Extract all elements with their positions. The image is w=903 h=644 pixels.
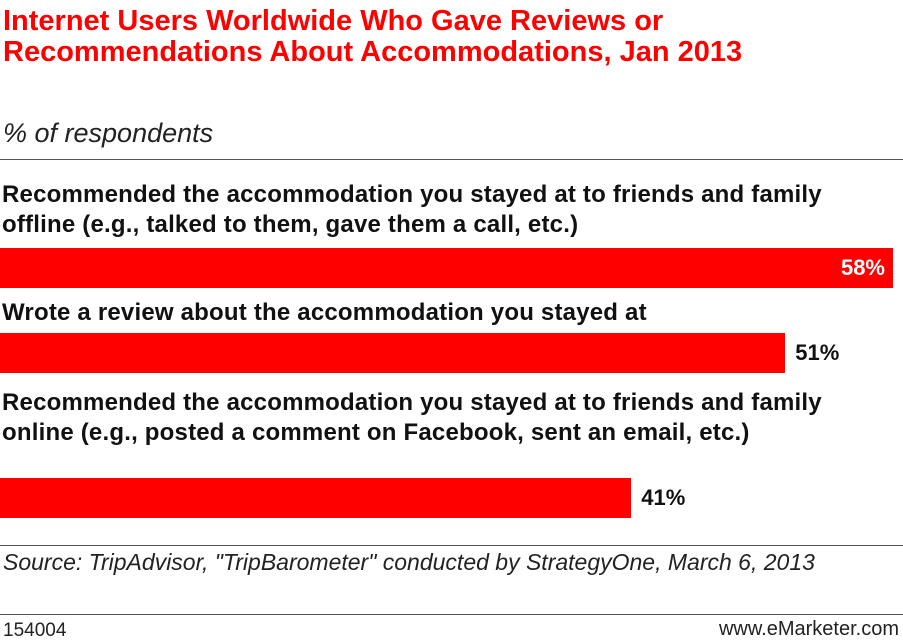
chart-title: Internet Users Worldwide Who Gave Review… xyxy=(3,5,743,68)
separator xyxy=(0,159,903,160)
category-label: Wrote a review about the accommodation y… xyxy=(2,299,647,326)
source: Source: TripAdvisor, "TripBarometer" con… xyxy=(3,549,815,575)
value-label: 58% xyxy=(840,255,885,280)
bar xyxy=(0,248,893,288)
bar xyxy=(0,478,632,518)
separator xyxy=(0,614,903,615)
chart-subtitle: % of respondents xyxy=(3,118,214,148)
value-label: 51% xyxy=(795,340,840,365)
value-label: 41% xyxy=(641,485,686,510)
category-label: Recommended the accommodation you stayed… xyxy=(2,389,822,446)
category-label: Recommended the accommodation you stayed… xyxy=(2,181,822,238)
separator xyxy=(0,545,903,546)
chart-id: 154004 xyxy=(3,620,67,641)
brand: www.eMarketer.com xyxy=(718,618,899,640)
bar xyxy=(0,333,786,373)
